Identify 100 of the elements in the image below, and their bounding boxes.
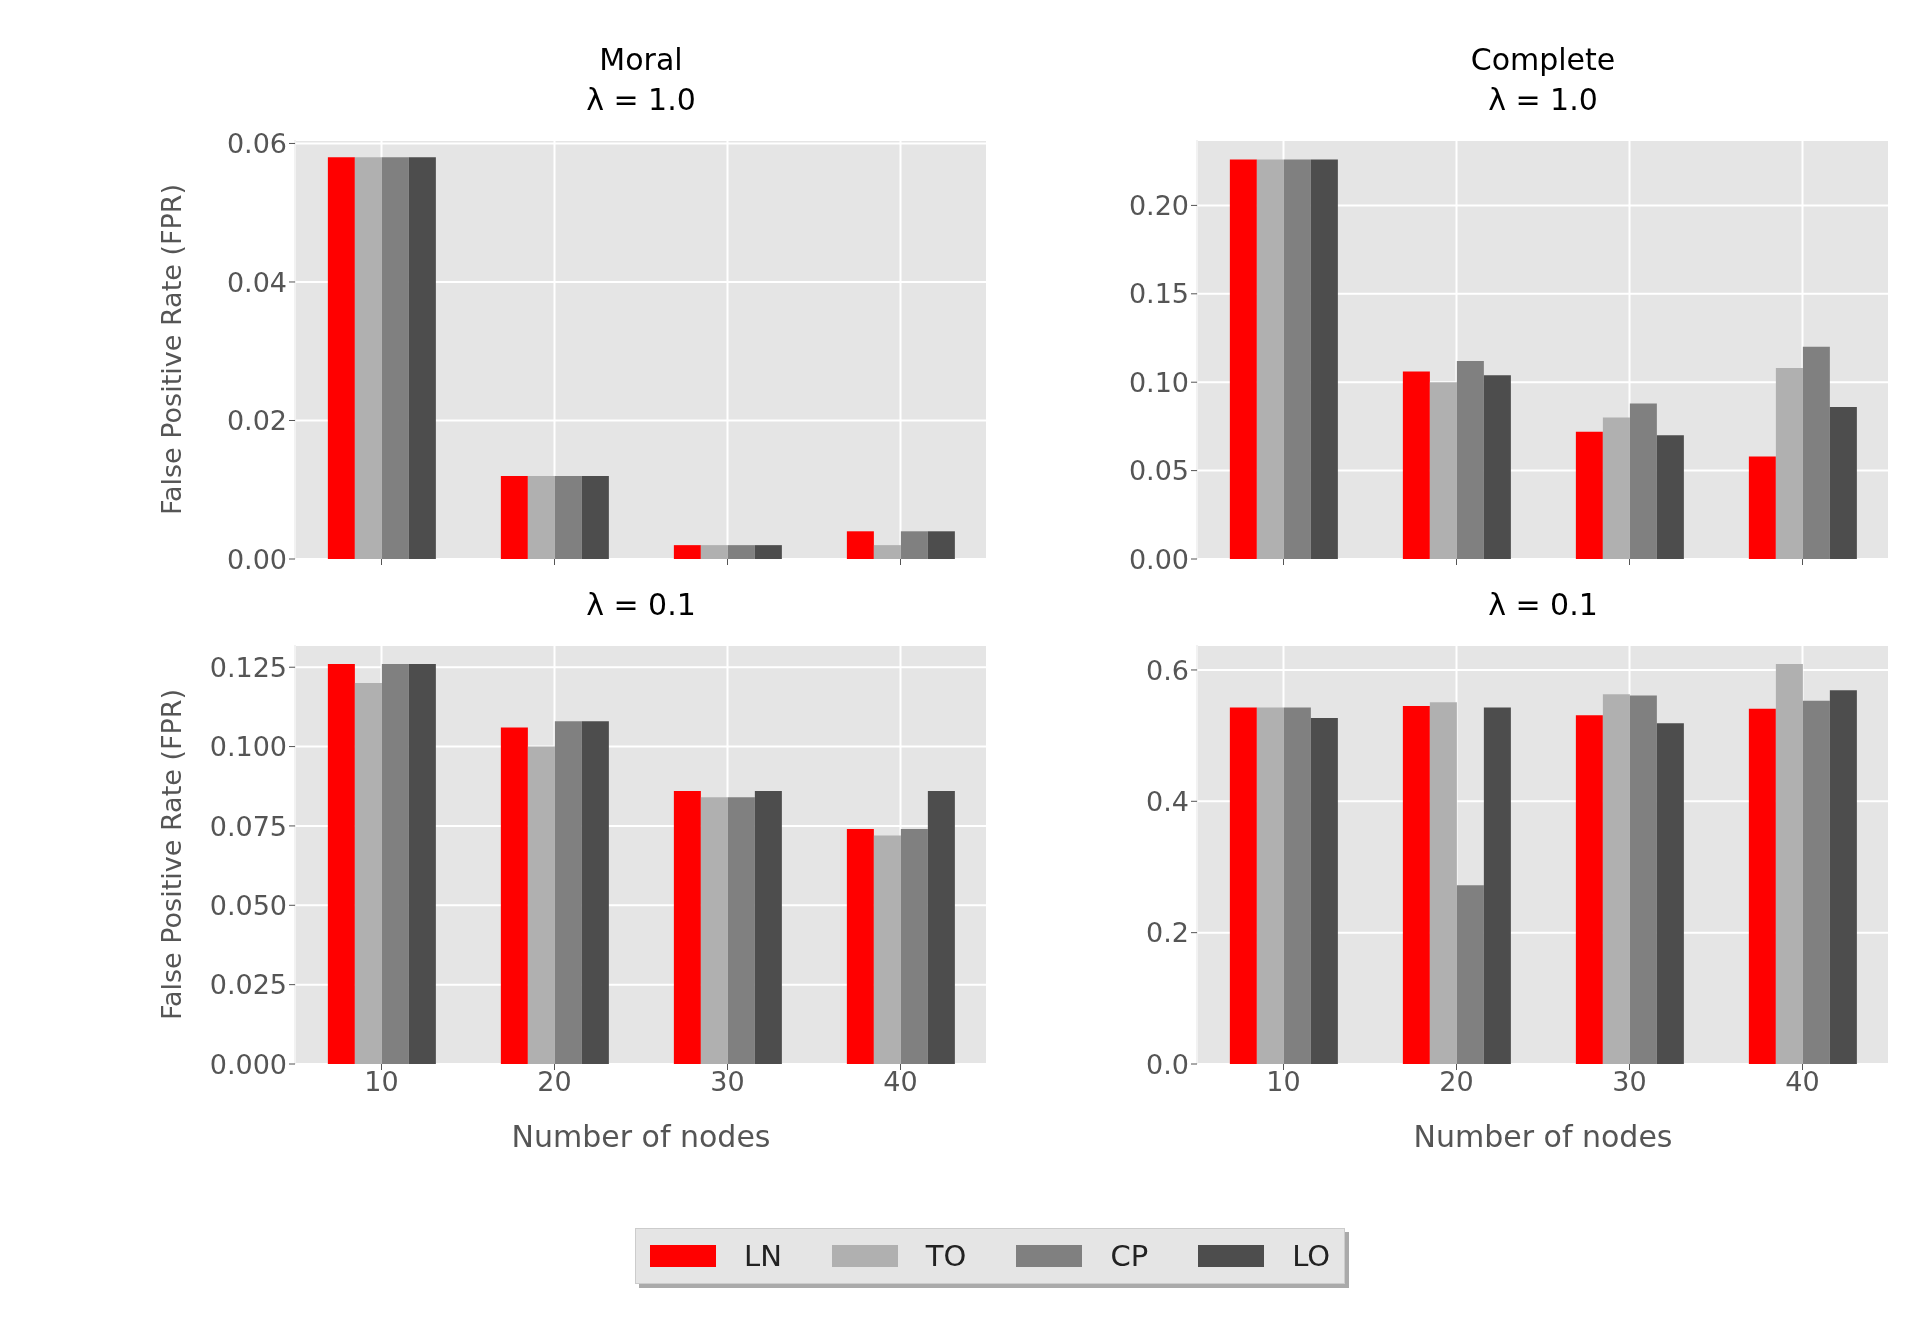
bar (554, 721, 582, 1064)
chart-title: Moral λ = 1.0 (586, 41, 696, 119)
bar (700, 545, 728, 559)
bar (1283, 159, 1311, 559)
bar (846, 531, 874, 559)
y-tick-label: 0.075 (209, 810, 287, 842)
legend-label: LO (1292, 1239, 1331, 1273)
bar (500, 727, 528, 1064)
bar (1748, 456, 1776, 559)
bar (1402, 371, 1430, 559)
bar (1256, 159, 1284, 559)
y-tick-label: 0.0 (1146, 1048, 1189, 1080)
y-axis-title: False Positive Rate (FPR) (155, 688, 187, 1021)
bar (1775, 664, 1803, 1064)
bar (1483, 375, 1511, 559)
bar (408, 664, 436, 1064)
bar (900, 829, 928, 1064)
bar (527, 746, 555, 1064)
bar (727, 797, 755, 1064)
chart-title: Complete λ = 1.0 (1470, 41, 1616, 119)
chart-title: λ = 0.1 (586, 586, 696, 624)
bar (1229, 159, 1257, 559)
bar (1656, 435, 1684, 559)
y-tick-label: 0.00 (226, 543, 287, 575)
bar (700, 797, 728, 1064)
bar (1483, 707, 1511, 1064)
bar (1429, 702, 1457, 1064)
bar (1802, 700, 1830, 1064)
y-tick-label: 0.02 (226, 405, 287, 437)
legend-label: CP (1110, 1239, 1149, 1273)
bar (1829, 406, 1857, 559)
bar (527, 475, 555, 559)
bar (408, 157, 436, 559)
bar (354, 683, 382, 1064)
bar (846, 829, 874, 1064)
bar (1629, 695, 1657, 1064)
x-axis-title: Number of nodes (1413, 1119, 1673, 1154)
y-tick-label: 0.000 (209, 1048, 287, 1080)
x-tick-label: 20 (1439, 1066, 1474, 1098)
y-tick-label: 0.125 (209, 651, 287, 683)
y-tick-label: 0.10 (1128, 366, 1189, 398)
x-axis-title: Number of nodes (511, 1119, 771, 1154)
bar (581, 475, 609, 559)
y-tick-label: 0.025 (209, 969, 287, 1001)
x-tick-label: 10 (364, 1066, 399, 1098)
x-tick-label: 30 (1612, 1066, 1647, 1098)
bar (873, 835, 901, 1064)
bar (673, 791, 701, 1064)
bar (1256, 707, 1284, 1064)
bar (1310, 717, 1338, 1064)
bar (1456, 885, 1484, 1064)
y-tick-label: 0.15 (1128, 278, 1189, 310)
bar (727, 545, 755, 559)
y-tick-label: 0.100 (209, 731, 287, 763)
legend-label: LN (744, 1239, 782, 1273)
bar (581, 721, 609, 1064)
bar (927, 531, 955, 559)
bar (1802, 346, 1830, 559)
bar (381, 664, 409, 1064)
bar (354, 157, 382, 559)
bar (1829, 690, 1857, 1064)
x-tick-label: 30 (710, 1066, 745, 1098)
bar (1748, 708, 1776, 1064)
bar (1575, 431, 1603, 559)
y-tick-label: 0.6 (1146, 654, 1189, 686)
bar (873, 545, 901, 559)
bar (1602, 417, 1630, 559)
bar (327, 664, 355, 1064)
bar (327, 157, 355, 559)
bar (754, 791, 782, 1064)
bar (1775, 368, 1803, 559)
bar (1456, 360, 1484, 559)
bar (1283, 707, 1311, 1064)
legend-label: TO (925, 1239, 967, 1273)
bar (381, 157, 409, 559)
bar (1429, 382, 1457, 559)
bar (927, 791, 955, 1064)
bar (1629, 403, 1657, 559)
bar (754, 545, 782, 559)
bar (900, 531, 928, 559)
y-tick-label: 0.4 (1146, 785, 1189, 817)
y-tick-label: 0.050 (209, 889, 287, 921)
bar (554, 475, 582, 559)
y-tick-label: 0.2 (1146, 917, 1189, 949)
y-tick-label: 0.04 (226, 266, 287, 298)
bar (1656, 723, 1684, 1064)
y-tick-label: 0.06 (226, 128, 287, 160)
x-tick-label: 40 (1785, 1066, 1820, 1098)
y-tick-label: 0.05 (1128, 455, 1189, 487)
bar (1402, 706, 1430, 1064)
x-tick-label: 10 (1266, 1066, 1301, 1098)
bar (673, 545, 701, 559)
y-tick-label: 0.00 (1128, 543, 1189, 575)
bar (1602, 694, 1630, 1064)
bar (1575, 715, 1603, 1064)
bar (1229, 707, 1257, 1064)
chart-title: λ = 0.1 (1488, 586, 1598, 624)
x-tick-label: 40 (883, 1066, 918, 1098)
y-tick-label: 0.20 (1128, 190, 1189, 221)
bar (500, 475, 528, 559)
